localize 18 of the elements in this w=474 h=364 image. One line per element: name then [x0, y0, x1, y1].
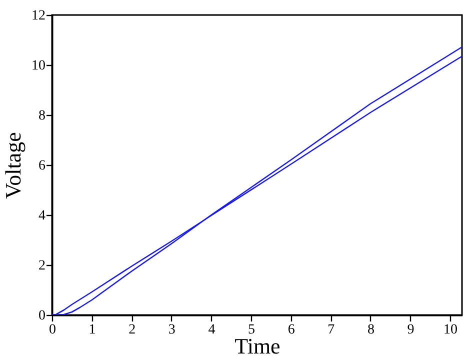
- x-tick-label: 10: [444, 322, 458, 338]
- y-tick-label: 10: [32, 58, 46, 74]
- x-tick-label: 7: [328, 322, 335, 338]
- y-tick-label: 4: [38, 208, 46, 224]
- y-tick-label: 0: [38, 308, 46, 324]
- x-tick-label: 8: [367, 322, 374, 338]
- y-tick-label: 8: [38, 108, 46, 124]
- y-axis-title: Voltage: [0, 132, 26, 199]
- y-tick-label: 6: [38, 158, 46, 174]
- y-tick-label: 2: [38, 258, 46, 274]
- x-tick-label: 2: [128, 322, 136, 338]
- y-tick-label: 12: [32, 8, 46, 24]
- x-tick-label: 9: [407, 322, 414, 338]
- x-tick-label: 3: [168, 322, 176, 338]
- x-tick-label: 6: [288, 322, 295, 338]
- x-tick-label: 1: [88, 322, 96, 338]
- x-tick-label: 0: [49, 322, 56, 338]
- x-tick-label: 4: [208, 322, 216, 338]
